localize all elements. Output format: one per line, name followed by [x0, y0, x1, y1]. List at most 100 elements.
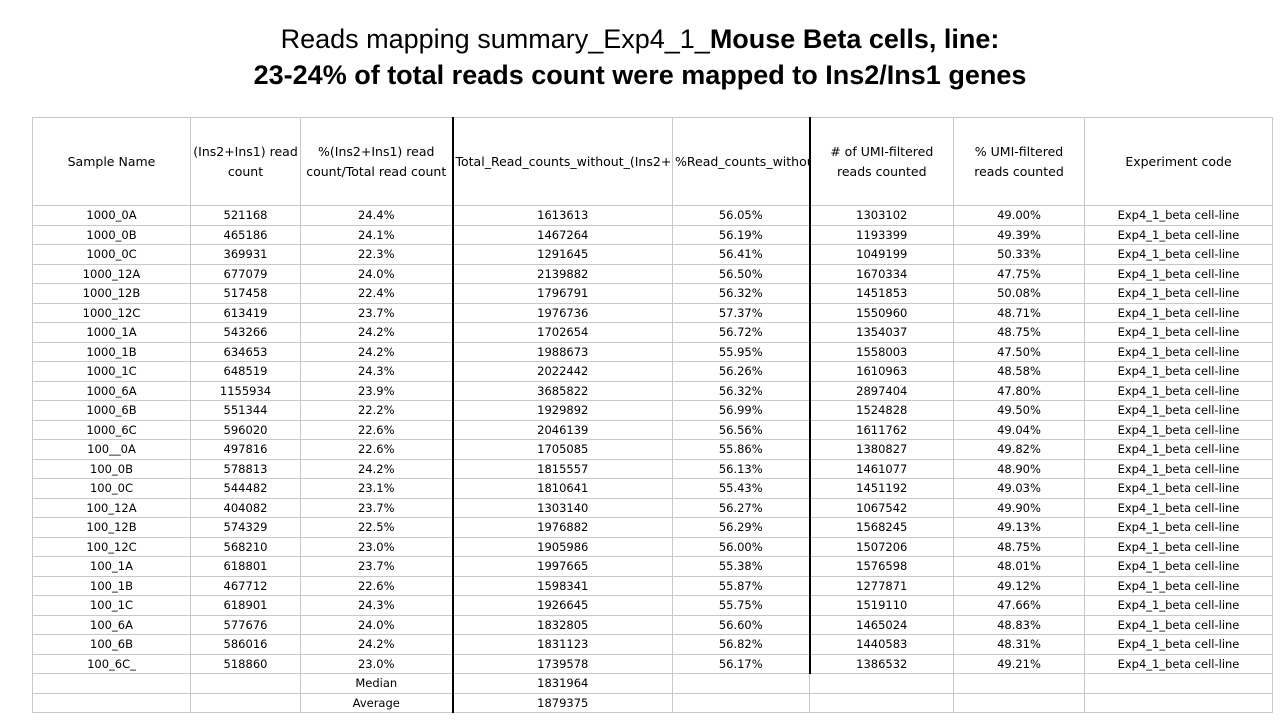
cell-umi-percent: 49.82% — [953, 439, 1085, 460]
cell-umi-percent: 48.75% — [953, 536, 1085, 557]
header-total-without-ins: Total_Read_counts_without_(Ins2+Ins1) — [451, 117, 673, 206]
cell-sample-name: 100_12C — [32, 536, 191, 557]
cell-experiment-code: Exp4_1_beta cell-line — [1084, 439, 1273, 460]
cell-experiment-code: Exp4_1_beta cell-line — [1084, 244, 1273, 265]
reads-mapping-table: Sample Name (Ins2+Ins1) read count %(Ins… — [32, 117, 1273, 713]
cell-umi-filtered: 1386532 — [809, 653, 954, 674]
cell-sample-name: 1000_12B — [32, 283, 191, 304]
cell-umi-percent: 48.71% — [953, 302, 1085, 323]
cell-percent-without-ins: 55.38% — [672, 556, 811, 577]
cell-percent-without-ins: 56.27% — [672, 497, 811, 518]
cell-experiment-code: Exp4_1_beta cell-line — [1084, 302, 1273, 323]
cell-ins-percent: 24.0% — [300, 614, 453, 635]
cell-ins-read-count: 465186 — [190, 224, 301, 245]
cell-umi-percent: 47.75% — [953, 263, 1085, 284]
empty-cell — [32, 673, 191, 694]
table-row: 1000_12A 677079 24.0% 2139882 56.50% 1670334 4… — [32, 263, 1273, 284]
cell-percent-without-ins: 56.32% — [672, 283, 811, 304]
cell-ins-read-count: 369931 — [190, 244, 301, 265]
cell-experiment-code: Exp4_1_beta cell-line — [1084, 556, 1273, 577]
empty-cell — [953, 673, 1085, 694]
table-row: 1000_1C 648519 24.3% 2022442 56.26% 1610963 48… — [32, 361, 1273, 382]
cell-total-without-ins: 3685822 — [451, 380, 673, 401]
cell-experiment-code: Exp4_1_beta cell-line — [1084, 205, 1273, 226]
cell-sample-name: 1000_1B — [32, 341, 191, 362]
cell-ins-read-count: 467712 — [190, 575, 301, 596]
cell-ins-read-count: 578813 — [190, 458, 301, 479]
table-row: 100_6C_ 518860 23.0% 1739578 56.17% 1386532 49… — [32, 653, 1273, 674]
table-row: 1000_0C 369931 22.3% 1291645 56.41% 1049199 50… — [32, 244, 1273, 265]
cell-umi-percent: 48.75% — [953, 322, 1085, 343]
cell-percent-without-ins: 55.75% — [672, 595, 811, 616]
cell-experiment-code: Exp4_1_beta cell-line — [1084, 595, 1273, 616]
cell-umi-percent: 49.04% — [953, 419, 1085, 440]
cell-ins-percent: 23.7% — [300, 556, 453, 577]
cell-ins-read-count: 517458 — [190, 283, 301, 304]
cell-ins-percent: 24.2% — [300, 634, 453, 655]
cell-ins-percent: 23.1% — [300, 478, 453, 499]
cell-umi-percent: 49.39% — [953, 224, 1085, 245]
cell-umi-filtered: 1354037 — [809, 322, 954, 343]
title-regular: Reads mapping summary_Exp4_1_ — [280, 24, 710, 54]
cell-ins-read-count: 618801 — [190, 556, 301, 577]
cell-sample-name: 1000_6B — [32, 400, 191, 421]
header-ins-read-count: (Ins2+Ins1) read count — [190, 117, 301, 206]
cell-umi-filtered: 1550960 — [809, 302, 954, 323]
cell-umi-filtered: 1451853 — [809, 283, 954, 304]
cell-ins-percent: 22.4% — [300, 283, 453, 304]
cell-umi-filtered: 1519110 — [809, 595, 954, 616]
cell-umi-percent: 49.21% — [953, 653, 1085, 674]
cell-percent-without-ins: 55.43% — [672, 478, 811, 499]
table-row: 100_12C 568210 23.0% 1905986 56.00% 1507206 48… — [32, 536, 1273, 557]
cell-ins-percent: 24.0% — [300, 263, 453, 284]
cell-sample-name: 100_6B — [32, 634, 191, 655]
cell-total-without-ins: 1291645 — [451, 244, 673, 265]
header-experiment-code: Experiment code — [1084, 117, 1273, 206]
cell-percent-without-ins: 56.29% — [672, 517, 811, 538]
cell-experiment-code: Exp4_1_beta cell-line — [1084, 283, 1273, 304]
cell-ins-read-count: 543266 — [190, 322, 301, 343]
cell-total-without-ins: 1831123 — [451, 634, 673, 655]
cell-umi-filtered: 1670334 — [809, 263, 954, 284]
cell-percent-without-ins: 56.72% — [672, 322, 811, 343]
cell-ins-read-count: 551344 — [190, 400, 301, 421]
cell-umi-percent: 49.90% — [953, 497, 1085, 518]
cell-ins-percent: 24.4% — [300, 205, 453, 226]
cell-ins-read-count: 586016 — [190, 634, 301, 655]
cell-ins-read-count: 634653 — [190, 341, 301, 362]
table-row: 100_6A 577676 24.0% 1832805 56.60% 1465024 48.… — [32, 614, 1273, 635]
cell-total-without-ins: 1832805 — [451, 614, 673, 635]
cell-ins-read-count: 1155934 — [190, 380, 301, 401]
cell-sample-name: 100_0C — [32, 478, 191, 499]
cell-percent-without-ins: 56.32% — [672, 380, 811, 401]
cell-percent-without-ins: 56.56% — [672, 419, 811, 440]
empty-cell — [809, 673, 954, 694]
cell-experiment-code: Exp4_1_beta cell-line — [1084, 614, 1273, 635]
cell-percent-without-ins: 56.99% — [672, 400, 811, 421]
slide-title-line2: 23-24% of total reads count were mapped … — [253, 60, 1027, 90]
cell-ins-percent: 24.2% — [300, 341, 453, 362]
cell-percent-without-ins: 55.95% — [672, 341, 811, 362]
cell-sample-name: 1000_1C — [32, 361, 191, 382]
cell-total-without-ins: 1997665 — [451, 556, 673, 577]
table-row: 1000_6A 1155934 23.9% 3685822 56.32% 2897404 4… — [32, 380, 1273, 401]
cell-sample-name: 100__0A — [32, 439, 191, 460]
table-row: 100_1A 618801 23.7% 1997665 55.38% 1576598 48.… — [32, 556, 1273, 577]
cell-umi-filtered: 1440583 — [809, 634, 954, 655]
cell-umi-percent: 50.08% — [953, 283, 1085, 304]
cell-experiment-code: Exp4_1_beta cell-line — [1084, 263, 1273, 284]
cell-total-without-ins: 1796791 — [451, 283, 673, 304]
cell-total-without-ins: 1815557 — [451, 458, 673, 479]
cell-sample-name: 1000_6A — [32, 380, 191, 401]
cell-total-without-ins: 1467264 — [451, 224, 673, 245]
summary-value: 1879375 — [451, 692, 673, 713]
cell-umi-filtered: 1461077 — [809, 458, 954, 479]
cell-umi-filtered: 1303102 — [809, 205, 954, 226]
cell-ins-percent: 23.0% — [300, 653, 453, 674]
cell-ins-percent: 24.3% — [300, 361, 453, 382]
cell-percent-without-ins: 56.19% — [672, 224, 811, 245]
cell-ins-percent: 24.3% — [300, 595, 453, 616]
cell-total-without-ins: 1988673 — [451, 341, 673, 362]
summary-value: 1831964 — [451, 673, 673, 694]
cell-umi-percent: 47.50% — [953, 341, 1085, 362]
